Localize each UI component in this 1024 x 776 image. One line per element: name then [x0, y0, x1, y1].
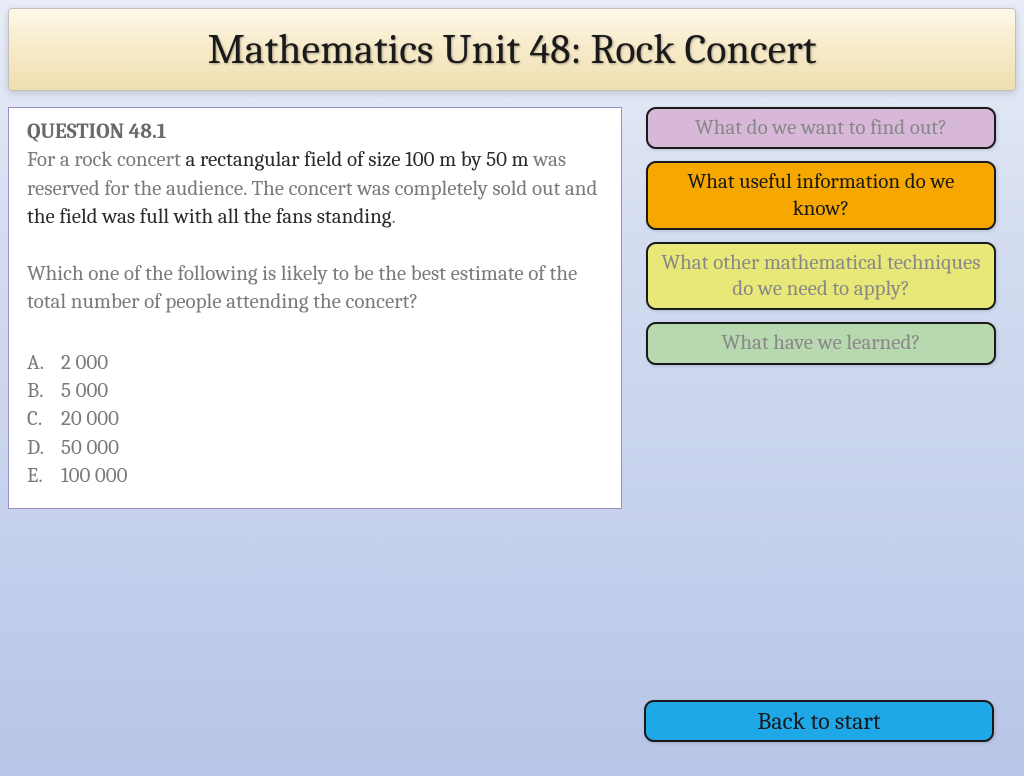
question-number: QUESTION 48.1: [27, 118, 603, 146]
techniques-button[interactable]: What other mathematical techniques do we…: [646, 242, 996, 311]
option-text: 100 000: [61, 462, 128, 490]
option-letter: D.: [27, 434, 47, 462]
side-buttons: What do we want to find out? What useful…: [646, 107, 996, 509]
find-out-button[interactable]: What do we want to find out?: [646, 107, 996, 149]
option-text: 2 000: [61, 349, 108, 377]
answer-options: A. 2 000 B. 5 000 C. 20 000 D. 50 000 E. 100 …: [27, 349, 603, 491]
page-title: Mathematics Unit 48: Rock Concert: [29, 25, 995, 74]
option-text: 5 000: [61, 377, 108, 405]
question-panel: QUESTION 48.1 For a rock concert a recta…: [8, 107, 622, 509]
useful-info-button[interactable]: What useful information do we know?: [646, 161, 996, 230]
option-letter: A.: [27, 349, 47, 377]
header-bar: Mathematics Unit 48: Rock Concert: [8, 8, 1016, 91]
back-to-start-button[interactable]: Back to start: [644, 700, 994, 742]
text: .: [391, 205, 395, 229]
option-e: E. 100 000: [27, 462, 603, 490]
text-emph: the field was full with all the fans sta…: [27, 205, 391, 229]
content-row: QUESTION 48.1 For a rock concert a recta…: [0, 99, 1024, 517]
option-d: D. 50 000: [27, 434, 603, 462]
option-text: 50 000: [61, 434, 119, 462]
option-a: A. 2 000: [27, 349, 603, 377]
option-c: C. 20 000: [27, 405, 603, 433]
option-b: B. 5 000: [27, 377, 603, 405]
text-emph: a rectangular field of size 100 m by 50 …: [185, 148, 528, 172]
option-letter: C.: [27, 405, 47, 433]
question-text-2: Which one of the following is likely to …: [27, 260, 603, 317]
text: For a rock concert: [27, 148, 185, 172]
option-letter: B.: [27, 377, 47, 405]
option-text: 20 000: [61, 405, 119, 433]
question-text-1: For a rock concert a rectangular field o…: [27, 146, 603, 231]
option-letter: E.: [27, 462, 47, 490]
learned-button[interactable]: What have we learned?: [646, 322, 996, 364]
